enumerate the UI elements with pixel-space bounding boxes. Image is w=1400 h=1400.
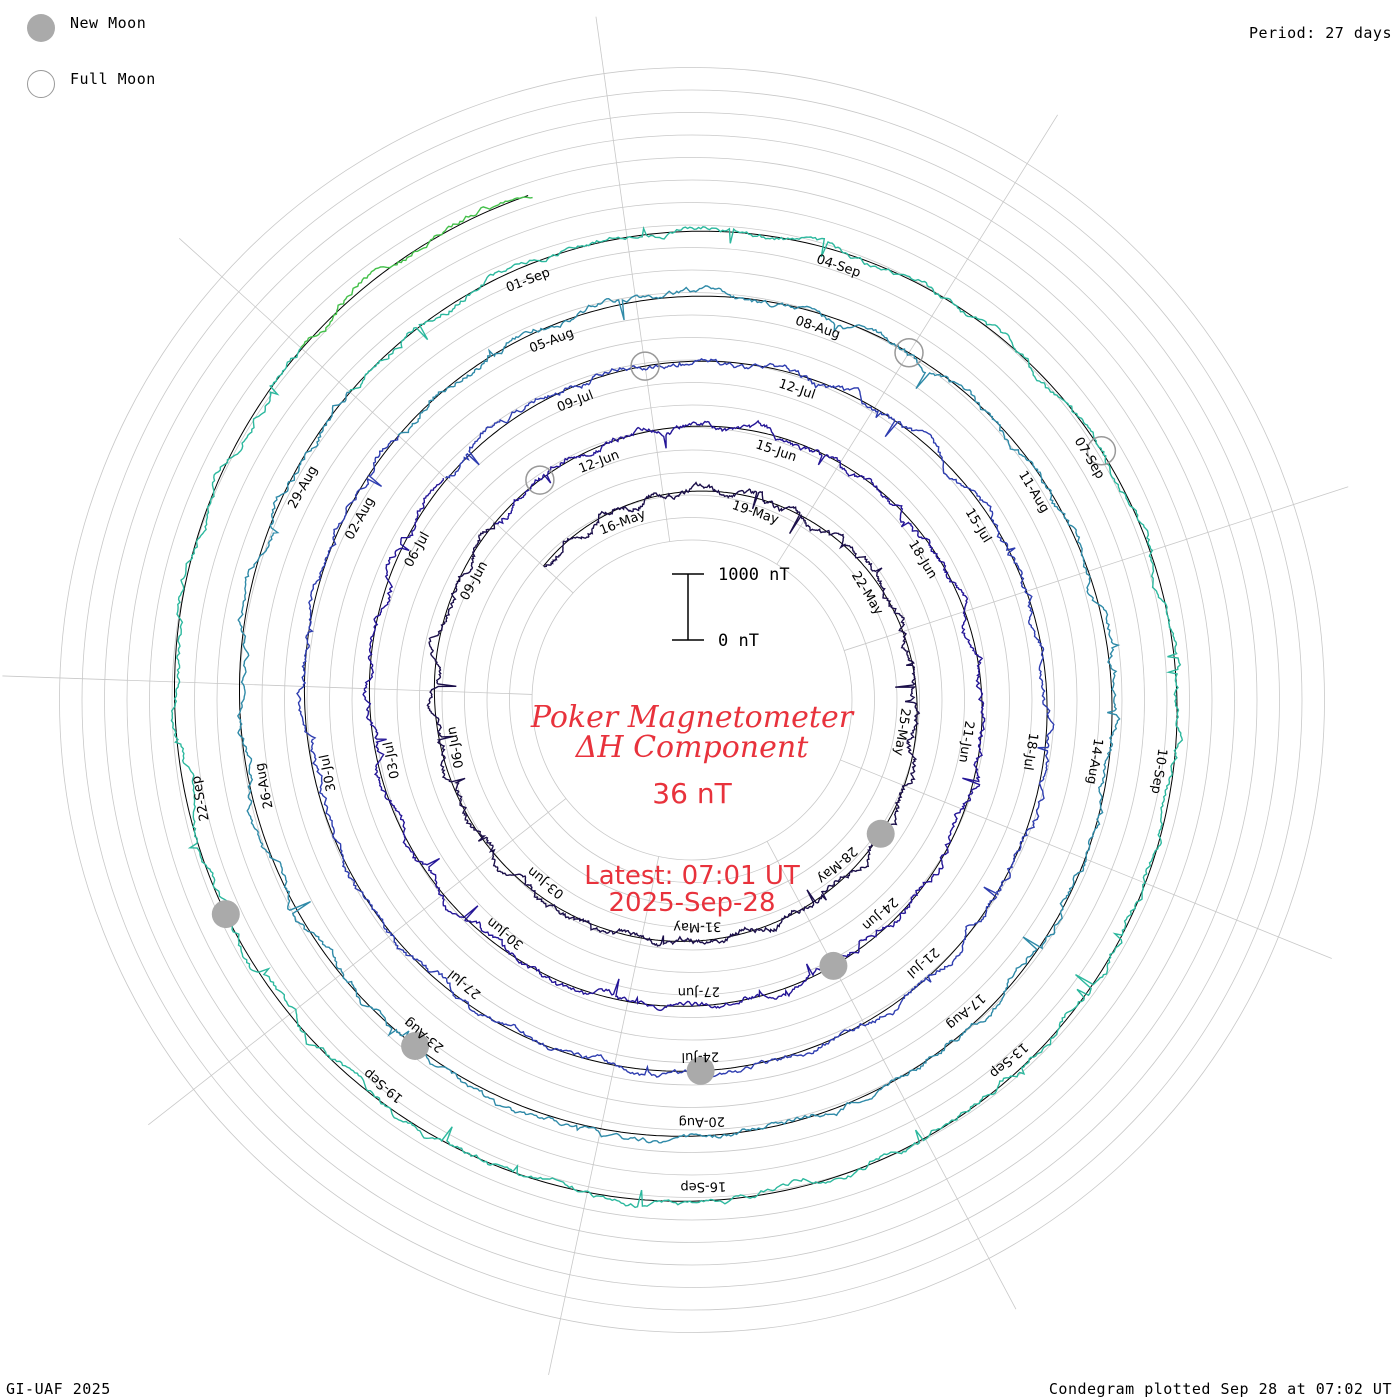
series-revolution-5 [170,225,1184,1209]
period-label: Period: 27 days [1249,24,1392,42]
latest-time: Latest: 07:01 UT [584,861,800,891]
latest-date: 2025-Sep-28 [608,888,775,918]
chart-title-block: Poker Magnetometer ΔH Component 36 nT La… [530,700,855,918]
series-revolution-2 [362,419,986,1012]
date-label: 01-Sep [504,265,552,296]
date-label: 22-May [848,569,886,618]
date-label: 14-Aug [1083,737,1105,785]
series-revolution-4 [236,285,1121,1144]
current-value: 36 nT [652,777,732,810]
date-spoke [2,675,533,695]
series-revolution-3 [296,358,1055,1079]
grid-ring [261,269,1123,1131]
full-moon-marker [1086,436,1117,466]
date-label: 30-Jul [317,753,339,793]
full-moon-marker [630,351,660,381]
grid-ring [194,202,1190,1198]
new-moon-legend-label: New Moon [70,14,147,32]
grid-ring [216,224,1168,1176]
grid-ring [126,134,1258,1266]
date-label: 09-Jun [458,559,491,603]
date-spokes [2,16,1349,1376]
scale-bar-bottom-label: 0 nT [718,631,759,651]
date-label: 18-Jun [905,538,940,582]
new-moon-marker [819,951,848,980]
chart-title: Poker Magnetometer [530,700,855,735]
grid-ring [306,314,1078,1086]
scale-bar: 1000 nT 0 nT [672,565,790,651]
date-label: 27-Jul [445,966,484,1001]
date-label: 20-Aug [678,1113,725,1129]
date-label: 21-Jun [955,720,976,764]
date-label: 03-Jun [525,863,567,901]
date-spoke [548,856,660,1376]
grid-ring [419,427,965,973]
date-label: 02-Aug [343,495,378,543]
date-spoke [178,238,574,594]
new-moon-marker [211,900,240,929]
data-series [170,196,1184,1209]
date-label: 28-May [814,843,860,886]
date-label: 17-Aug [943,990,988,1032]
date-label: 10-Sep [1148,747,1170,794]
grid-ring [149,157,1235,1243]
grid-ring [396,404,988,996]
baseline-spiral [174,195,1178,1202]
date-label: 11-Aug [1015,468,1052,515]
date-label: 18-Jul [1020,732,1041,771]
date-label: 19-Sep [361,1065,406,1105]
new-moon-marker [401,1032,430,1060]
grid-ring [531,539,853,861]
date-spoke [844,486,1349,651]
full-moon-legend-label: Full Moon [70,70,156,88]
date-spoke [766,841,1017,1310]
grid-ring [104,112,1280,1288]
baseline-rings [174,195,1178,1202]
grid-ring [464,472,920,928]
date-label: 31-May [673,918,722,934]
chart-component: ΔH Component [575,730,809,765]
grid-ring [351,359,1033,1041]
full-moon-marker [525,465,555,495]
full-moon-legend-icon [27,70,55,98]
new-moon-marker [866,819,895,848]
plotted-timestamp: Condegram plotted Sep 28 at 07:02 UT [1048,1380,1392,1398]
scale-bar-top-label: 1000 nT [718,565,790,585]
credit-label: GI-UAF 2025 [6,1380,111,1398]
date-spoke [148,798,567,1126]
date-label: 07-Sep [1071,435,1108,482]
date-label: 24-Jul [681,1048,719,1064]
grid-ring [441,449,943,951]
date-label: 26-Aug [253,761,277,809]
series-revolution-1 [426,481,921,947]
grid-ring [284,292,1100,1108]
date-label: 29-Aug [286,463,321,511]
date-label: 27-Jun [677,983,720,999]
series-revolution-6 [300,196,533,349]
date-label: 16-Sep [680,1178,726,1194]
grid-ring [486,494,898,906]
date-label: 25-May [890,707,912,757]
new-moon-marker [686,1056,715,1085]
date-spoke [776,114,1058,565]
grid-ring [171,179,1213,1221]
date-label: 22-Sep [189,774,213,822]
grid-ring [509,517,875,883]
moon-markers [211,338,1117,1085]
grid-ring [59,67,1325,1333]
new-moon-legend-icon [27,14,55,42]
date-spoke [595,16,671,542]
date-label: 06-Jun [444,725,467,769]
full-moon-marker [894,338,924,368]
grid-ring [81,89,1303,1311]
date-label: 03-Jul [381,740,403,780]
grid-ring [374,382,1010,1018]
